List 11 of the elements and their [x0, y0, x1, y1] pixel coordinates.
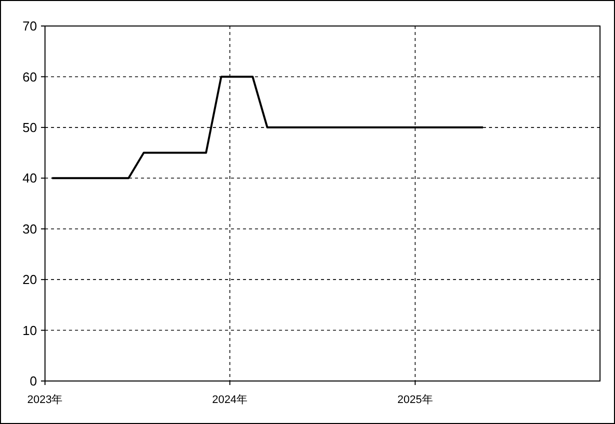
y-tick-label: 10 [22, 322, 37, 338]
x-tick-label: 2023年 [27, 394, 63, 406]
y-tick-label: 20 [22, 272, 37, 288]
y-tick-label: 60 [22, 69, 37, 84]
x-tick-label: 2024年 [212, 394, 248, 406]
y-tick-label: 30 [22, 221, 37, 236]
y-tick-label: 70 [22, 18, 37, 34]
y-tick-label: 50 [22, 120, 37, 135]
x-tick-label: 2025年 [397, 394, 433, 406]
y-tick-label: 40 [22, 170, 37, 186]
y-tick-label: 0 [30, 374, 37, 389]
